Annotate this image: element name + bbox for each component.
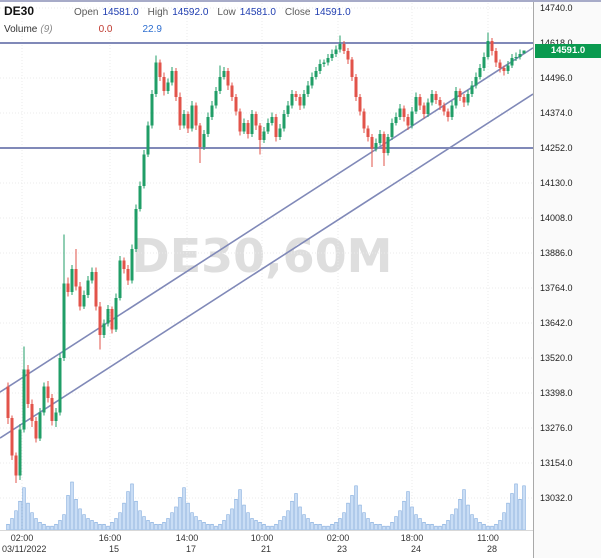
- time-axis-time-label: 02:00: [10, 533, 34, 543]
- time-axis-time-label: 11:00: [477, 533, 499, 543]
- window-top-border: [0, 0, 601, 2]
- price-axis-label: 13154.0: [540, 458, 573, 468]
- time-axis-time-label: 02:00: [326, 533, 350, 543]
- price-axis-label: 13398.0: [540, 388, 573, 398]
- price-axis-label: 14496.0: [540, 73, 573, 83]
- price-axis-label: 13642.0: [540, 318, 573, 328]
- time-axis-time-label: 14:00: [175, 533, 199, 543]
- price-axis-label: 14618.0: [540, 38, 573, 48]
- time-axis-date-label: 24: [410, 544, 422, 554]
- time-axis-time-label: 18:00: [400, 533, 424, 543]
- time-axis-date-label: 03/11/2022: [2, 544, 47, 554]
- price-axis-label: 13032.0: [540, 493, 573, 503]
- time-axis-date-label: 28: [486, 544, 498, 554]
- time-axis-date-label: 15: [108, 544, 120, 554]
- price-axis[interactable]: 14740.0 14618.0 14496.0 14374.0 14252.0 14130…: [533, 0, 601, 558]
- price-axis-label: 14374.0: [540, 108, 573, 118]
- price-axis-label: 13520.0: [540, 353, 573, 363]
- price-axis-label: 13276.0: [540, 423, 573, 433]
- time-axis[interactable]: 02:00 03/11/2022 16:00 15 14:00 17 10:00 21 02:0…: [0, 530, 533, 558]
- current-price-badge: 14591.0: [535, 43, 601, 58]
- time-axis-date-label: 21: [260, 544, 272, 554]
- price-axis-label: 14008.0: [540, 213, 573, 223]
- price-axis-label: 13764.0: [540, 283, 573, 293]
- price-axis-label: 14252.0: [540, 143, 573, 153]
- time-axis-time-label: 10:00: [250, 533, 274, 543]
- time-axis-date-label: 17: [185, 544, 197, 554]
- time-axis-time-label: 16:00: [98, 533, 122, 543]
- time-axis-date-label: 23: [336, 544, 348, 554]
- price-axis-label: 14130.0: [540, 178, 573, 188]
- price-axis-label: 13886.0: [540, 248, 573, 258]
- price-axis-label: 14740.0: [540, 3, 573, 13]
